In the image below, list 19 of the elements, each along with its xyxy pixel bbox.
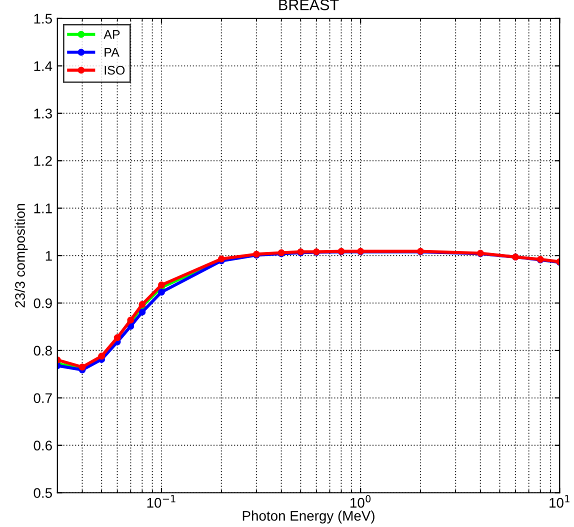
x-tick-label: 10$^{−1}$	[147, 495, 176, 508]
y-tick-label: 1.1	[34, 204, 52, 214]
y-tick-label: 1	[46, 251, 52, 261]
y-axis-title: 23/3 composition	[14, 204, 28, 308]
legend-label: PA	[104, 48, 120, 57]
y-tick-label: 1.2	[34, 156, 52, 166]
y-tick-label: 1.3	[34, 108, 52, 118]
y-tick-label: 1.4	[34, 61, 52, 71]
x-tick-label: 10$^{0}$	[350, 495, 371, 508]
x-tick-label: 10$^{1}$	[550, 495, 570, 508]
y-tick-label: 0.7	[34, 393, 52, 404]
y-tick-label: 1.5	[34, 14, 52, 24]
y-tick-label: 0.5	[34, 488, 52, 498]
y-tick-label: 0.9	[34, 298, 52, 308]
legend-label: ISO	[104, 66, 125, 75]
y-tick-label: 0.6	[34, 440, 52, 450]
y-tick-label: 0.8	[34, 346, 52, 356]
x-axis-title: Photon Energy (MeV)	[242, 510, 374, 524]
legend-label: AP	[104, 30, 120, 39]
